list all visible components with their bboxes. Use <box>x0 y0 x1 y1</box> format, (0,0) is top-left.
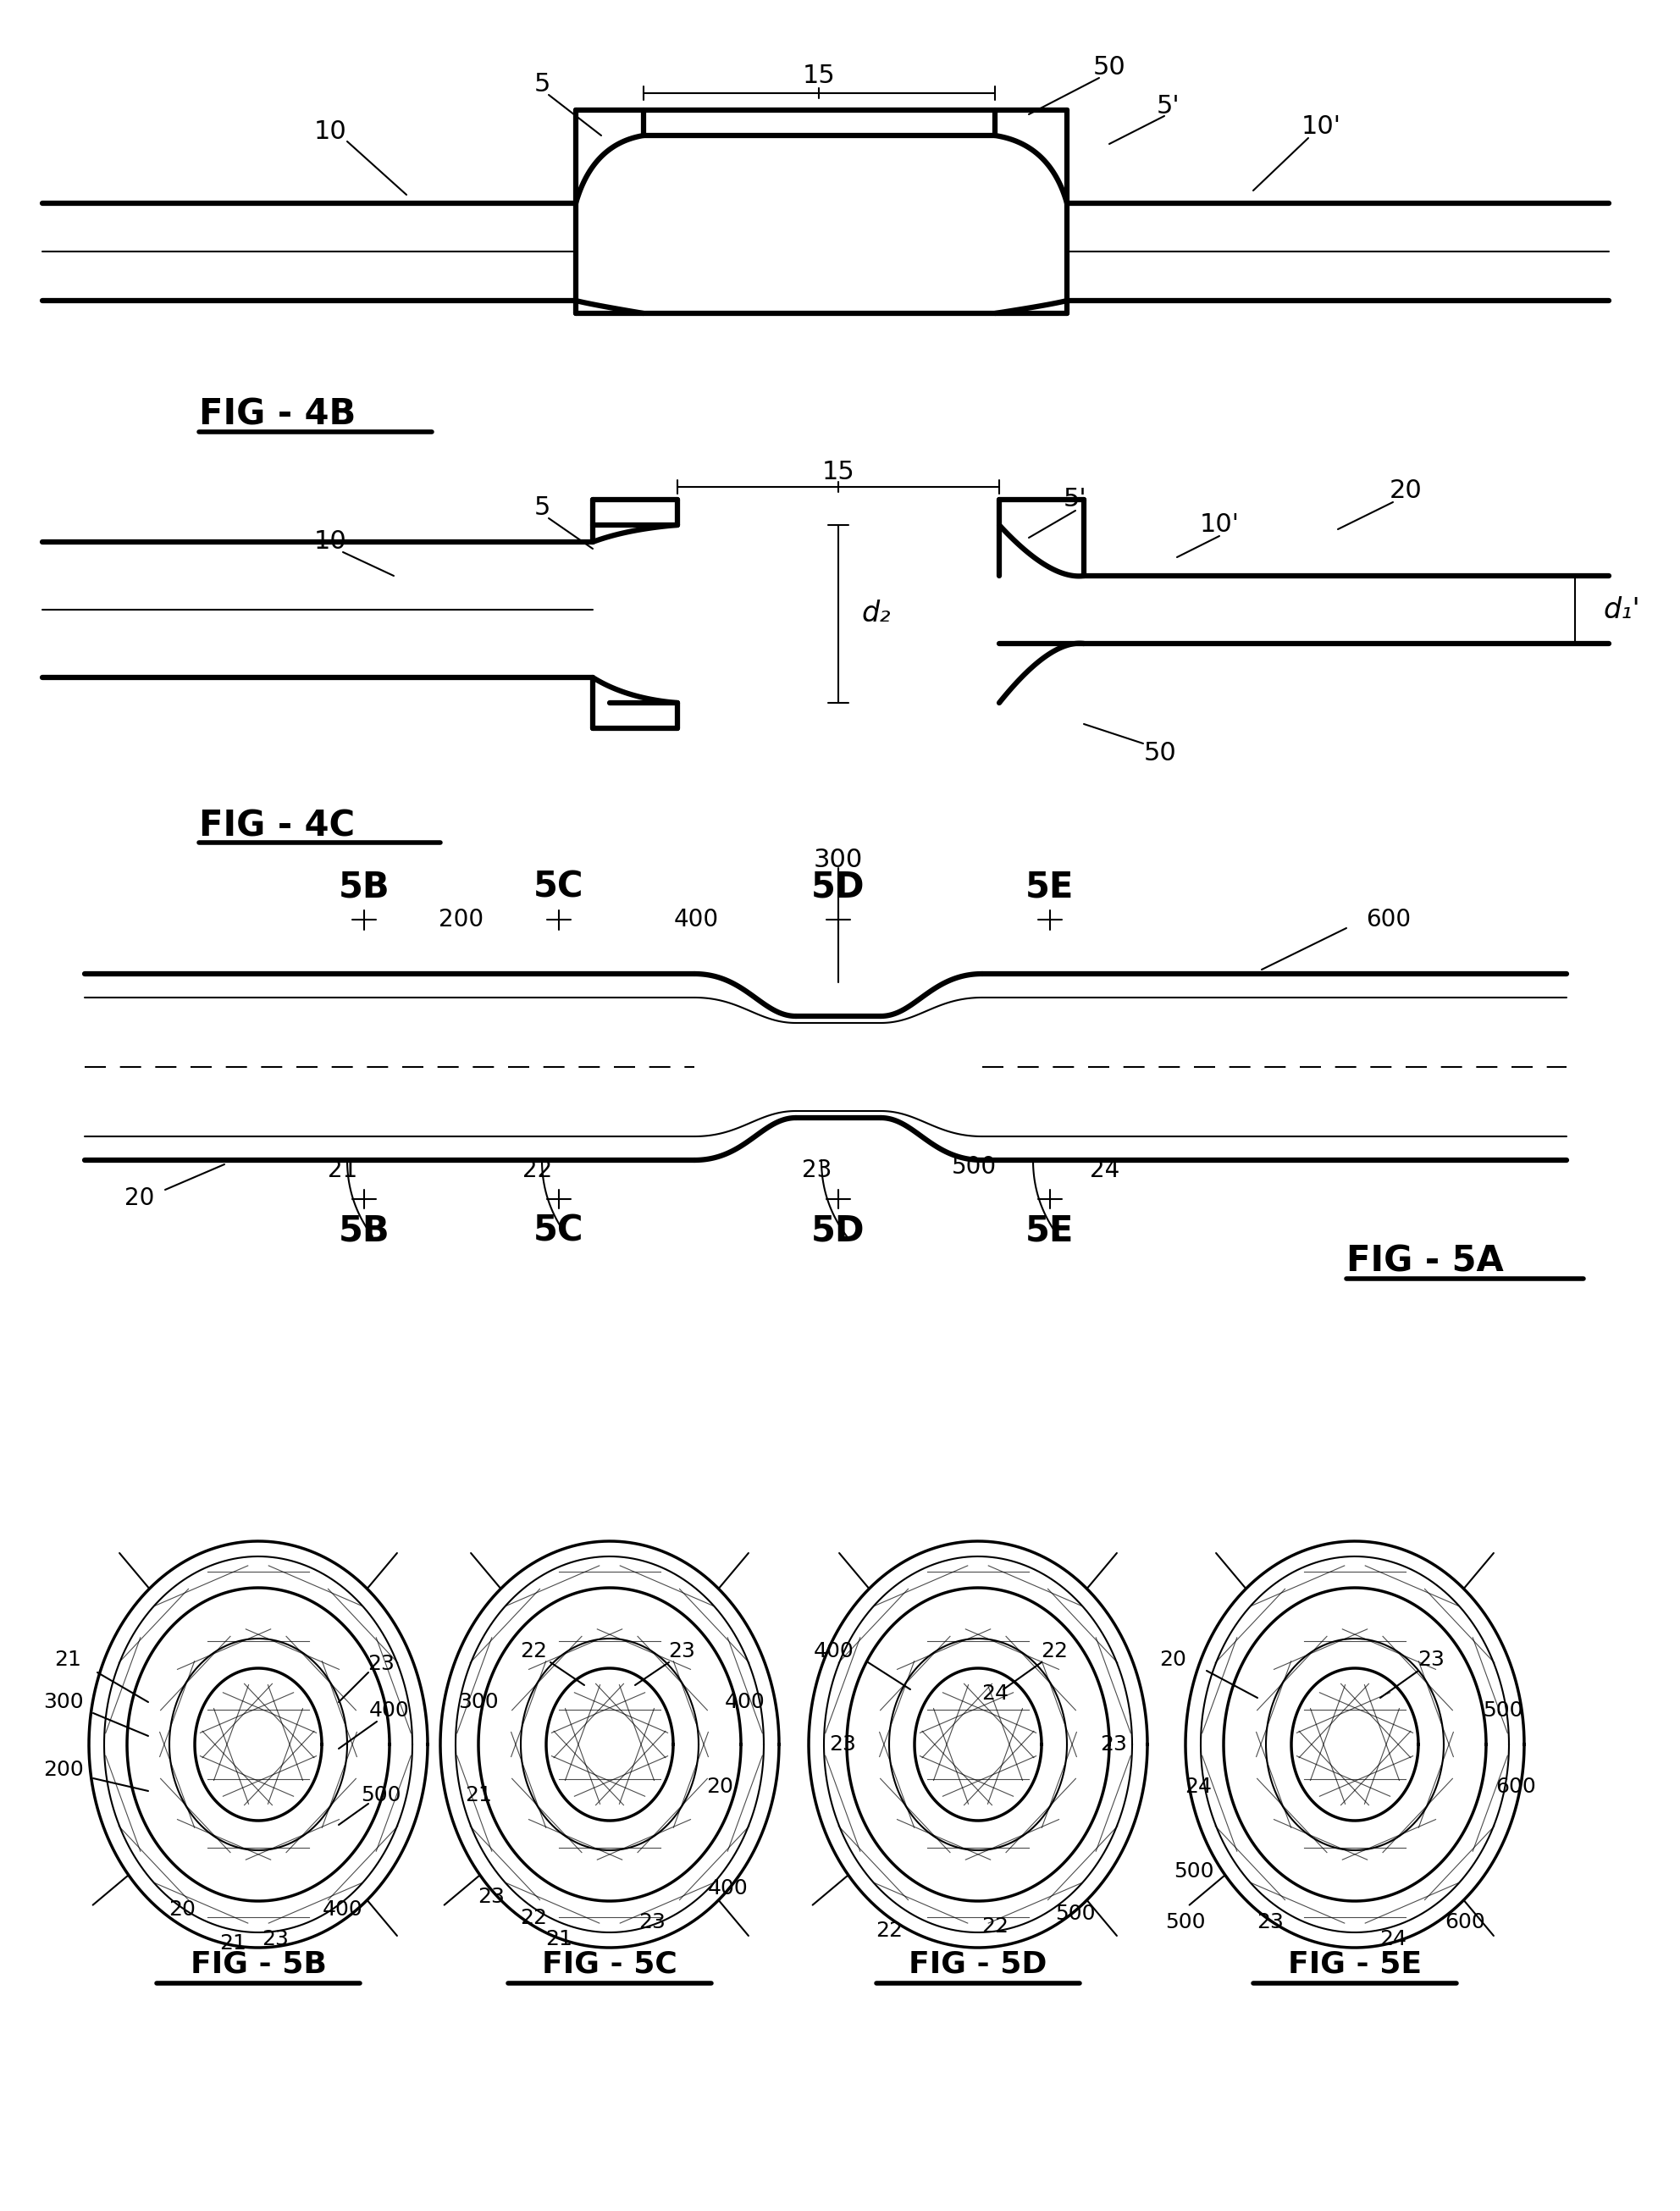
Text: 15: 15 <box>803 64 835 88</box>
Text: 21: 21 <box>54 1649 81 1669</box>
Text: 500: 500 <box>1166 1913 1206 1932</box>
Text: 23: 23 <box>477 1886 504 1908</box>
Text: d₁': d₁' <box>1603 595 1640 624</box>
Text: 23: 23 <box>1257 1913 1284 1932</box>
Text: d₂: d₂ <box>862 599 890 628</box>
Text: 22: 22 <box>519 1908 548 1928</box>
Text: 400: 400 <box>674 909 719 931</box>
Text: 5D: 5D <box>811 869 865 904</box>
Text: 24: 24 <box>1184 1778 1211 1798</box>
Text: 500: 500 <box>1483 1700 1524 1720</box>
Text: 600: 600 <box>1366 909 1411 931</box>
Text: 21: 21 <box>546 1928 573 1950</box>
Text: 15: 15 <box>822 460 855 484</box>
Text: 22: 22 <box>981 1917 1008 1937</box>
Text: 300: 300 <box>813 847 864 871</box>
Text: FIG - 5E: FIG - 5E <box>1289 1950 1421 1979</box>
Text: 5E: 5E <box>1026 1212 1074 1249</box>
Text: FIG - 5B: FIG - 5B <box>190 1950 326 1979</box>
Text: 50: 50 <box>1094 55 1126 80</box>
Text: 24: 24 <box>1090 1159 1121 1183</box>
Text: 5C: 5C <box>534 1212 585 1249</box>
Text: 500: 500 <box>1055 1904 1095 1924</box>
Text: 23: 23 <box>638 1913 665 1932</box>
Text: 5': 5' <box>1063 486 1087 513</box>
Text: 400: 400 <box>323 1899 363 1919</box>
Text: 23: 23 <box>801 1159 832 1183</box>
Text: 23: 23 <box>1100 1733 1127 1756</box>
Text: 5: 5 <box>534 73 549 97</box>
Text: 10': 10' <box>1200 513 1240 537</box>
Text: FIG - 4B: FIG - 4B <box>198 398 356 433</box>
Text: 22: 22 <box>519 1641 548 1660</box>
Text: 600: 600 <box>1445 1913 1485 1932</box>
Text: 400: 400 <box>726 1691 766 1711</box>
Text: 400: 400 <box>707 1877 749 1899</box>
Text: FIG - 5D: FIG - 5D <box>909 1950 1047 1979</box>
Text: 600: 600 <box>1495 1778 1536 1798</box>
Text: 21: 21 <box>465 1784 492 1806</box>
Text: 21: 21 <box>220 1932 247 1955</box>
Text: 500: 500 <box>1174 1862 1215 1882</box>
Text: 21: 21 <box>328 1159 358 1183</box>
Text: 20: 20 <box>124 1187 155 1209</box>
Text: 50: 50 <box>1144 741 1176 765</box>
Text: 5': 5' <box>1158 93 1181 117</box>
Text: 20: 20 <box>1159 1649 1186 1669</box>
Text: 500: 500 <box>361 1784 402 1806</box>
Text: 20: 20 <box>168 1899 195 1919</box>
Text: 22: 22 <box>1040 1641 1068 1660</box>
Text: 200: 200 <box>44 1760 84 1780</box>
Text: 5B: 5B <box>338 1212 390 1249</box>
Text: 24: 24 <box>1379 1928 1406 1950</box>
Text: 23: 23 <box>262 1928 289 1950</box>
Text: 22: 22 <box>875 1921 902 1941</box>
Text: 400: 400 <box>813 1641 855 1660</box>
Text: FIG - 5C: FIG - 5C <box>543 1950 677 1979</box>
Text: FIG - 5A: FIG - 5A <box>1346 1245 1504 1280</box>
Text: 10: 10 <box>314 119 346 144</box>
Text: 23: 23 <box>669 1641 696 1660</box>
Text: 24: 24 <box>981 1683 1008 1705</box>
Text: 10: 10 <box>314 531 346 555</box>
Text: 23: 23 <box>368 1654 395 1674</box>
Text: 23: 23 <box>828 1733 857 1756</box>
Text: 20: 20 <box>1389 480 1421 504</box>
Text: 300: 300 <box>459 1691 499 1711</box>
Text: 5C: 5C <box>534 869 585 904</box>
Text: 5: 5 <box>534 495 549 520</box>
Text: 5E: 5E <box>1026 869 1074 904</box>
Text: 22: 22 <box>522 1159 553 1183</box>
Text: 5D: 5D <box>811 1212 865 1249</box>
Text: 20: 20 <box>706 1778 732 1798</box>
Text: 200: 200 <box>438 909 484 931</box>
Text: 10': 10' <box>1300 115 1341 139</box>
Text: 23: 23 <box>1418 1649 1445 1669</box>
Text: 300: 300 <box>44 1691 84 1711</box>
Text: FIG - 4C: FIG - 4C <box>198 807 354 842</box>
Text: 5B: 5B <box>338 869 390 904</box>
Text: 400: 400 <box>370 1700 410 1720</box>
Text: 500: 500 <box>951 1154 996 1178</box>
